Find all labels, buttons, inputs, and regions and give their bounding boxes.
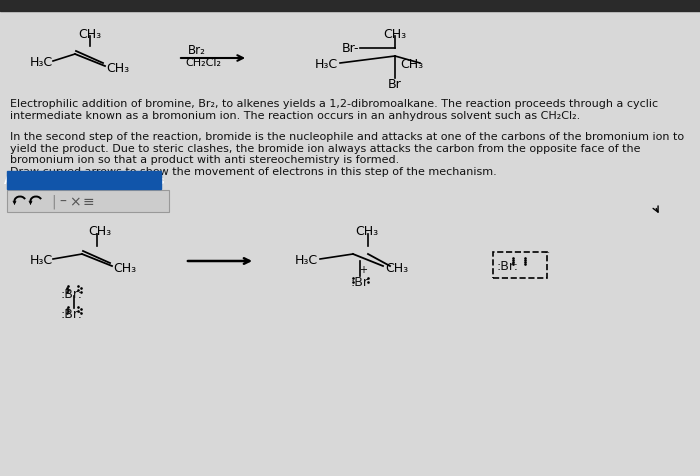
Text: H₃C: H₃C [30, 253, 53, 266]
Text: Br: Br [388, 79, 402, 91]
Text: CH₃: CH₃ [400, 58, 423, 70]
Text: CH₂Cl₂: CH₂Cl₂ [185, 58, 221, 68]
Text: [Review Topics]: [Review Topics] [265, 1, 345, 11]
Text: H₃C: H₃C [295, 253, 318, 266]
Bar [0, 0, 700, 12]
Text: |: | [52, 194, 56, 209]
Text: :Br:: :Br: [60, 287, 82, 300]
Text: CH₃: CH₃ [355, 225, 378, 238]
Text: CH₃: CH₃ [384, 28, 407, 40]
Text: +: + [359, 265, 367, 275]
Text: In the second step of the reaction, bromide is the nucleophile and attacks at on: In the second step of the reaction, brom… [10, 132, 684, 165]
Text: Arrow-pushing Instructions: Arrow-pushing Instructions [4, 176, 164, 186]
Text: –: – [60, 195, 66, 208]
Text: CH₃: CH₃ [78, 28, 102, 40]
Text: H₃C: H₃C [315, 58, 338, 70]
Text: CH₃: CH₃ [88, 225, 111, 238]
Text: Draw curved arrows to show the movement of electrons in this step of the mechani: Draw curved arrows to show the movement … [10, 167, 497, 177]
Text: ≡: ≡ [82, 195, 94, 208]
Text: Br₂: Br₂ [188, 44, 206, 58]
Text: Br-: Br- [342, 42, 360, 55]
Text: :Br:: :Br: [60, 308, 82, 321]
Text: ⁻: ⁻ [543, 249, 549, 259]
Text: ×: × [69, 195, 80, 208]
Text: CH₃: CH₃ [385, 262, 408, 275]
Text: :Br:: :Br: [497, 259, 519, 272]
Text: :Br: :Br [350, 276, 368, 289]
Text: [References]: [References] [477, 1, 543, 11]
Text: CH₃: CH₃ [113, 261, 136, 274]
Text: Electrophilic addition of bromine, Br₂, to alkenes yields a 1,2-dibromoalkane. T: Electrophilic addition of bromine, Br₂, … [10, 99, 658, 120]
FancyBboxPatch shape [7, 190, 169, 213]
Text: CH₃: CH₃ [106, 62, 129, 75]
FancyBboxPatch shape [7, 172, 161, 189]
Text: H₃C: H₃C [30, 55, 53, 69]
